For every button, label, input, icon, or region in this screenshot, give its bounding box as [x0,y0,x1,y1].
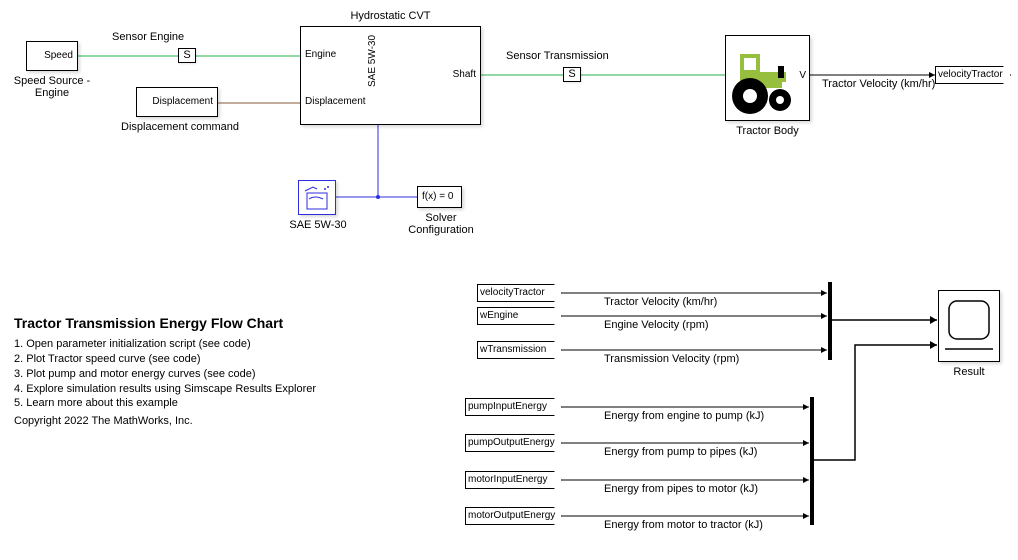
info-copyright: Copyright 2022 The MathWorks, Inc. [14,415,374,427]
info-title: Tractor Transmission Energy Flow Chart [14,315,374,331]
displacement-port-label: Displacement [152,96,213,107]
from-pump-input-text: pumpInputEnergy [468,401,547,412]
info-line-1: 1. Open parameter initialization script … [14,337,374,352]
info-line-3: 3. Plot pump and motor energy curves (se… [14,367,374,382]
tractor-velocity-line-label: Tractor Velocity (km/hr) [822,78,935,90]
info-line-4: 4. Explore simulation results using Sims… [14,382,374,397]
speed-source-block[interactable]: Speed [26,41,78,71]
tractor-body-block[interactable]: V [725,35,810,121]
speed-port-label: Speed [44,50,73,61]
from-wengine-text: wEngine [480,310,518,321]
cvt-inner-label: SAE 5W-30 [367,35,378,87]
displacement-label: Displacement command [120,121,240,133]
cvt-shaft-port: Shaft [453,69,476,80]
velocity-tractor-goto[interactable]: velocityTractor [935,66,1011,84]
oil-block[interactable] [298,180,336,215]
solver-inner: f(x) = 0 [422,191,453,202]
from-wengine[interactable]: wEngine [477,307,562,325]
sensor-engine-label: Sensor Engine [112,31,184,43]
cvt-engine-port: Engine [305,49,336,60]
info-line-2: 2. Plot Tractor speed curve (see code) [14,352,374,367]
from-wtrans-text: wTransmission [480,344,546,355]
sensor-transmission[interactable]: S [563,67,581,82]
from-velocity-tractor-text: velocityTractor [480,287,545,298]
from-pump-input-label: Energy from engine to pump (kJ) [604,410,764,422]
cvt-title: Hydrostatic CVT [300,10,481,22]
solver-block[interactable]: f(x) = 0 [417,186,462,208]
info-line-5: 5. Learn more about this example [14,396,374,411]
from-motor-output[interactable]: motorOutputEnergy [465,507,562,525]
result-scope[interactable] [938,290,1000,362]
oil-label: SAE 5W-30 [288,219,348,231]
mux-1[interactable] [828,282,832,360]
tractor-port-v: V [799,70,806,81]
from-motor-input-text: motorInputEnergy [468,474,548,485]
from-pump-input[interactable]: pumpInputEnergy [465,398,562,416]
velocity-tractor-goto-text: velocityTractor [938,69,1003,80]
from-wtrans-label: Transmission Velocity (rpm) [604,353,739,365]
from-motor-output-label: Energy from motor to tractor (kJ) [604,519,763,531]
solver-label: Solver Configuration [405,212,477,236]
from-motor-input[interactable]: motorInputEnergy [465,471,562,489]
speed-source-label: Speed Source - Engine [6,75,98,99]
sensor-engine-text: S [183,49,190,61]
mux-2[interactable] [810,397,814,525]
from-motor-output-text: motorOutputEnergy [468,510,555,521]
cvt-block[interactable]: Engine Displacement Shaft SAE 5W-30 [300,26,481,125]
from-pump-output[interactable]: pumpOutputEnergy [465,434,562,452]
sensor-trans-label: Sensor Transmission [506,50,609,62]
from-motor-input-label: Energy from pipes to motor (kJ) [604,483,758,495]
from-velocity-tractor-label: Tractor Velocity (km/hr) [604,296,717,308]
from-pump-output-text: pumpOutputEnergy [468,437,555,448]
from-velocity-tractor[interactable]: velocityTractor [477,284,562,302]
from-wtransmission[interactable]: wTransmission [477,341,562,359]
info-panel: Tractor Transmission Energy Flow Chart 1… [14,315,374,427]
displacement-block[interactable]: Displacement [136,87,218,117]
sensor-engine[interactable]: S [178,48,196,63]
cvt-disp-port: Displacement [305,96,366,107]
sensor-trans-text: S [568,68,575,80]
from-pump-output-label: Energy from pump to pipes (kJ) [604,446,757,458]
tractor-body-label: Tractor Body [725,125,810,137]
from-wengine-label: Engine Velocity (rpm) [604,319,709,331]
result-label: Result [938,366,1000,378]
